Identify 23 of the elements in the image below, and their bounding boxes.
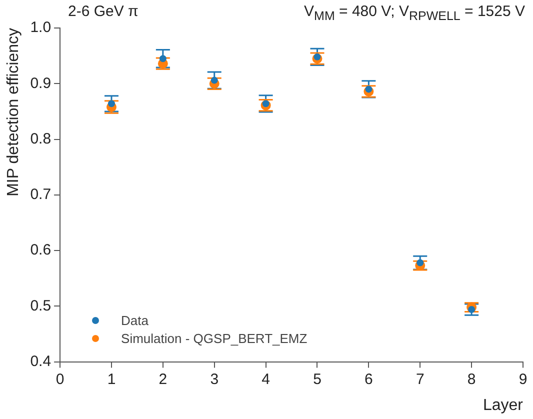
x-axis-title: Layer — [482, 396, 524, 414]
chart-title: 2-6 GeV π — [68, 3, 138, 20]
y-tick-label: 0.6 — [30, 242, 52, 259]
legend-label: Simulation - QGSP_BERT_EMZ — [121, 330, 308, 348]
chart-subtitle: V$_{MM}$ = 480 V; V$_{RPWELL}$ = 1525 V — [304, 3, 525, 23]
legend-label: Data — [121, 312, 149, 330]
x-tick-label: 3 — [210, 370, 219, 388]
x-tick-label: 4 — [262, 370, 270, 388]
x-tick-label: 8 — [467, 370, 476, 388]
x-tick-label: 5 — [313, 370, 322, 388]
x-tick-label: 2 — [158, 370, 168, 388]
x-tick-label: 6 — [364, 370, 373, 388]
x-tick-label: 9 — [518, 370, 528, 388]
y-tick-label: 1.0 — [30, 19, 52, 36]
x-tick-label: 7 — [416, 370, 424, 388]
y-tick-label: 0.9 — [30, 74, 52, 92]
x-tick-label: 1 — [107, 370, 116, 388]
x-tick-label: 0 — [56, 370, 64, 388]
y-tick-label: 0.7 — [30, 186, 52, 204]
y-axis-title: MIP detection efficiency — [5, 28, 22, 196]
y-tick-label: 0.8 — [30, 130, 52, 148]
y-tick-label: 0.4 — [30, 352, 52, 370]
y-tick-label: 0.5 — [30, 297, 52, 314]
